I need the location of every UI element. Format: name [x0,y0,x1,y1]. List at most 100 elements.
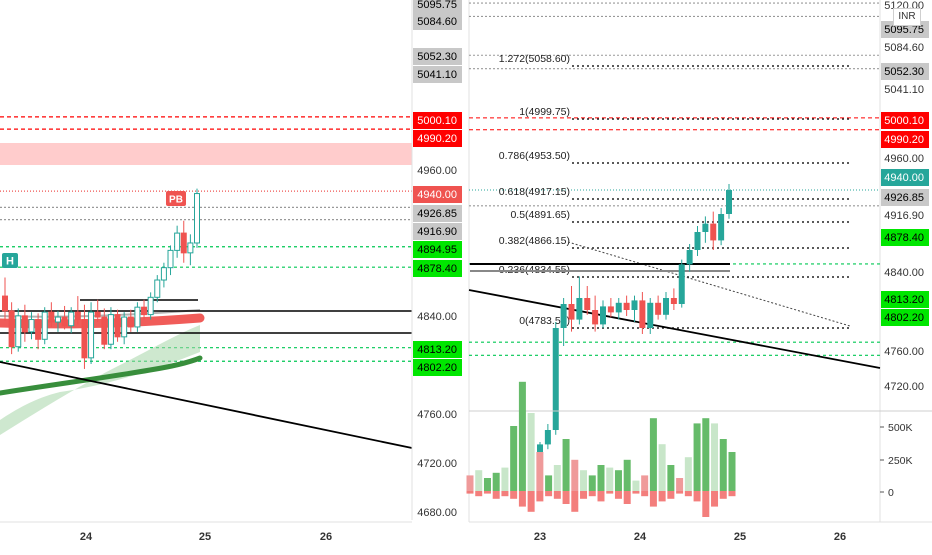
volume-bar-down [615,491,622,499]
volume-bar-up [545,475,552,491]
volume-bar-down [650,491,657,507]
volume-bar-up [667,465,674,491]
volume-bar-up [519,382,526,491]
volume-bar-up [475,470,482,491]
volume-tick-label: 500K [888,422,913,434]
fib-label: 0.5(4891.65) [510,209,570,221]
candle-body [82,320,87,358]
date-tick-label: 24 [634,531,647,543]
candle-body [679,264,685,304]
volume-bar-down [484,491,491,494]
price-tag-label: 4940.00 [417,189,457,201]
volume-bar-up [659,444,666,491]
volume-bar-up [650,418,657,491]
price-tag-label: 4840.00 [417,311,457,323]
candle-body [624,303,630,310]
volume-bar-up [580,470,587,491]
volume-bar-down [580,491,587,499]
volume-bar-down [711,491,718,507]
marker-pb-label: PB [169,195,183,206]
volume-bar-up [571,460,578,491]
fib-label: 0.382(4866.15) [499,235,570,247]
volume-bar-down [685,491,692,496]
candle-body [49,312,54,322]
candle-body [36,320,41,340]
price-tag-label: 4916.90 [884,210,924,222]
candle-body [168,250,173,267]
volume-bar-up [536,452,543,491]
volume-bar-up [606,468,613,491]
candle-body [102,317,107,344]
volume-bar-up [676,478,683,491]
candle-body [108,315,113,345]
trendline [0,362,412,448]
candle-body [726,190,732,214]
volume-bar-down [493,491,500,499]
volume-bar-up [598,465,605,491]
price-tag-label: 4680.00 [417,507,457,519]
volume-bar-down [563,491,570,504]
volume-bar-down [528,491,535,512]
date-tick-label: 25 [199,531,211,543]
candle-body [181,233,186,253]
candle-body [22,316,27,332]
volume-bar-down [702,491,709,517]
volume-bar-down [554,491,561,499]
candle-body [553,328,559,430]
volume-bar-up [510,426,517,491]
candle-body [29,320,34,332]
volume-bar-up [528,413,535,491]
candle-body [702,224,708,232]
candle-body [632,300,638,310]
fib-label: 0.786(4953.50) [499,150,570,162]
date-tick-label: 26 [320,531,332,543]
volume-bar-up [501,468,508,491]
candle-body [671,298,677,304]
candle-body [592,310,598,324]
candle-body [569,304,575,320]
volume-bar-up [624,460,631,491]
volume-bar-down [667,491,674,499]
price-tag-label: 5052.30 [417,51,457,63]
left-price-chart: HPB5095.755084.605052.305041.105000.1049… [0,0,462,543]
fib-label: 0.618(4917.15) [499,186,570,198]
volume-bar-down [729,491,736,496]
candle-body [175,233,180,250]
price-tag-label: 4802.20 [884,312,924,324]
volume-bar-down [501,491,508,496]
candle-body [135,307,140,327]
volume-bar-up [720,439,727,491]
date-tick-label: 23 [534,531,546,543]
candle-body [695,232,701,250]
price-tag-label: 5041.10 [417,69,457,81]
volume-bar-up [702,418,709,491]
volume-bar-up [563,439,570,491]
volume-bar-up [685,457,692,491]
candle-body [655,303,661,315]
volume-bar-up [711,423,718,491]
price-tag-label: 4926.85 [884,192,924,204]
volume-bar-down [720,491,727,499]
volume-bar-up [615,470,622,491]
price-tag-label: 4813.20 [884,294,924,306]
volume-bar-down [598,491,605,501]
candle-body [687,250,693,264]
candle-body [16,316,21,347]
price-tag-label: 4960.00 [884,153,924,165]
resistance-zone [0,143,412,165]
price-tag-label: 4840.00 [884,267,924,279]
price-tag-label: 5095.75 [417,0,457,11]
candle-body [42,312,47,339]
fib-label: 1(4999.75) [519,106,570,118]
currency-badge[interactable]: INR [893,8,921,26]
candle-body [9,311,14,347]
price-tag-label: 4894.95 [417,244,457,256]
candle-body [188,243,193,253]
date-tick-label: 25 [734,531,746,543]
fib-diagonal [568,242,850,326]
price-tag-label: 5052.30 [884,66,924,78]
date-tick-label: 26 [834,531,846,543]
volume-bar-down [659,491,666,501]
